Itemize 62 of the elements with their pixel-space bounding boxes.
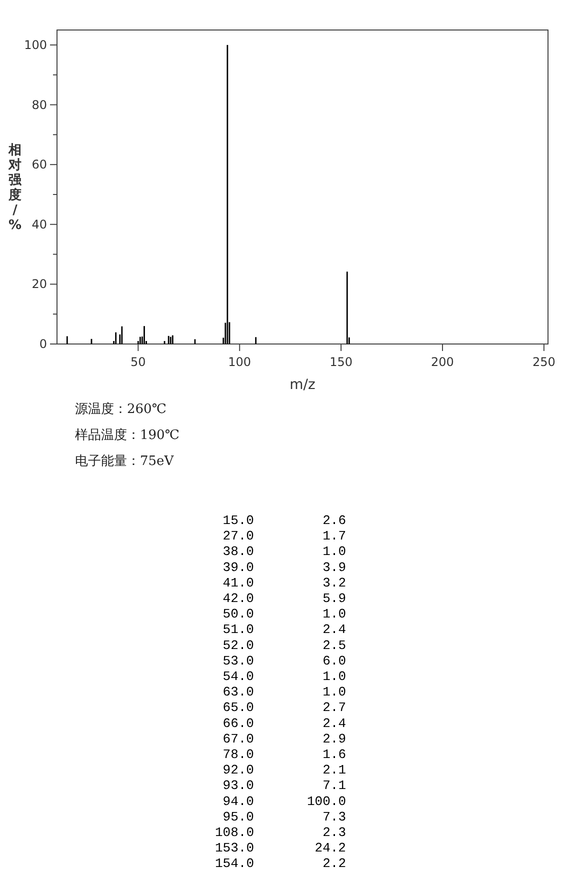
text: 源温度：260℃	[75, 401, 166, 417]
text: 39.0	[222, 560, 254, 575]
text: 1.0	[322, 606, 346, 622]
x-tick-label: 100	[228, 355, 252, 369]
text: 27.0	[222, 528, 254, 544]
text: 52.0	[222, 638, 254, 653]
x-tick-label: 200	[431, 355, 454, 369]
text: 1.0	[322, 669, 346, 684]
text: 53.0	[222, 653, 254, 668]
text: 2.5	[322, 638, 346, 653]
text: 108.0	[214, 825, 254, 840]
text: 100.0	[306, 794, 346, 809]
text: 154.0	[214, 856, 254, 872]
text: 67.0	[222, 731, 254, 746]
text: 38.0	[222, 544, 254, 560]
text: 93.0	[222, 778, 254, 794]
text: 电子能量：75eV	[75, 454, 174, 469]
text: 2.3	[322, 825, 346, 840]
text: 1.0	[322, 684, 346, 700]
text: 1.7	[322, 528, 346, 544]
text: 7.1	[322, 778, 346, 794]
text: 2.6	[322, 513, 346, 528]
text: 3.9	[322, 560, 346, 575]
text: 24.2	[314, 840, 346, 856]
text: 95.0	[222, 809, 254, 824]
x-tick-label: 150	[330, 355, 353, 369]
text: 2.2	[322, 856, 346, 872]
text: 65.0	[222, 700, 254, 716]
text: 样品温度：190℃	[75, 427, 180, 443]
y-tick-label: 0	[39, 337, 47, 351]
y-tick-label: 20	[32, 277, 47, 292]
x-axis-title: m/z	[290, 377, 316, 393]
y-tick-label: 100	[24, 38, 47, 52]
text: 1.6	[322, 747, 346, 762]
text: 2.7	[322, 700, 346, 716]
y-tick-label: 60	[32, 158, 47, 172]
text: 5.9	[322, 591, 346, 606]
x-tick-label: 50	[130, 355, 146, 369]
text: 63.0	[222, 684, 254, 700]
text: 6.0	[322, 653, 346, 668]
text: 94.0	[222, 794, 254, 809]
text: 2.4	[322, 622, 346, 638]
text: 54.0	[222, 669, 254, 684]
text: 2.1	[322, 762, 346, 778]
y-tick-label: 80	[32, 98, 47, 112]
text: 2.9	[322, 731, 346, 746]
ylabel: 相对强度/%	[8, 143, 22, 233]
text: 153.0	[214, 840, 254, 856]
x-tick-label: 250	[532, 355, 556, 369]
text: 15.0	[222, 513, 254, 528]
text: 1.0	[322, 544, 346, 560]
text: 78.0	[222, 747, 254, 762]
text: 2.4	[322, 716, 346, 731]
text: 51.0	[222, 622, 254, 638]
y-tick-label: 40	[32, 217, 47, 232]
text: 7.3	[322, 809, 346, 824]
text: 41.0	[222, 575, 254, 590]
text: 66.0	[222, 716, 254, 731]
text: 3.2	[322, 575, 346, 590]
text: 92.0	[222, 762, 254, 778]
text: 42.0	[222, 591, 254, 606]
text: 50.0	[222, 606, 254, 622]
